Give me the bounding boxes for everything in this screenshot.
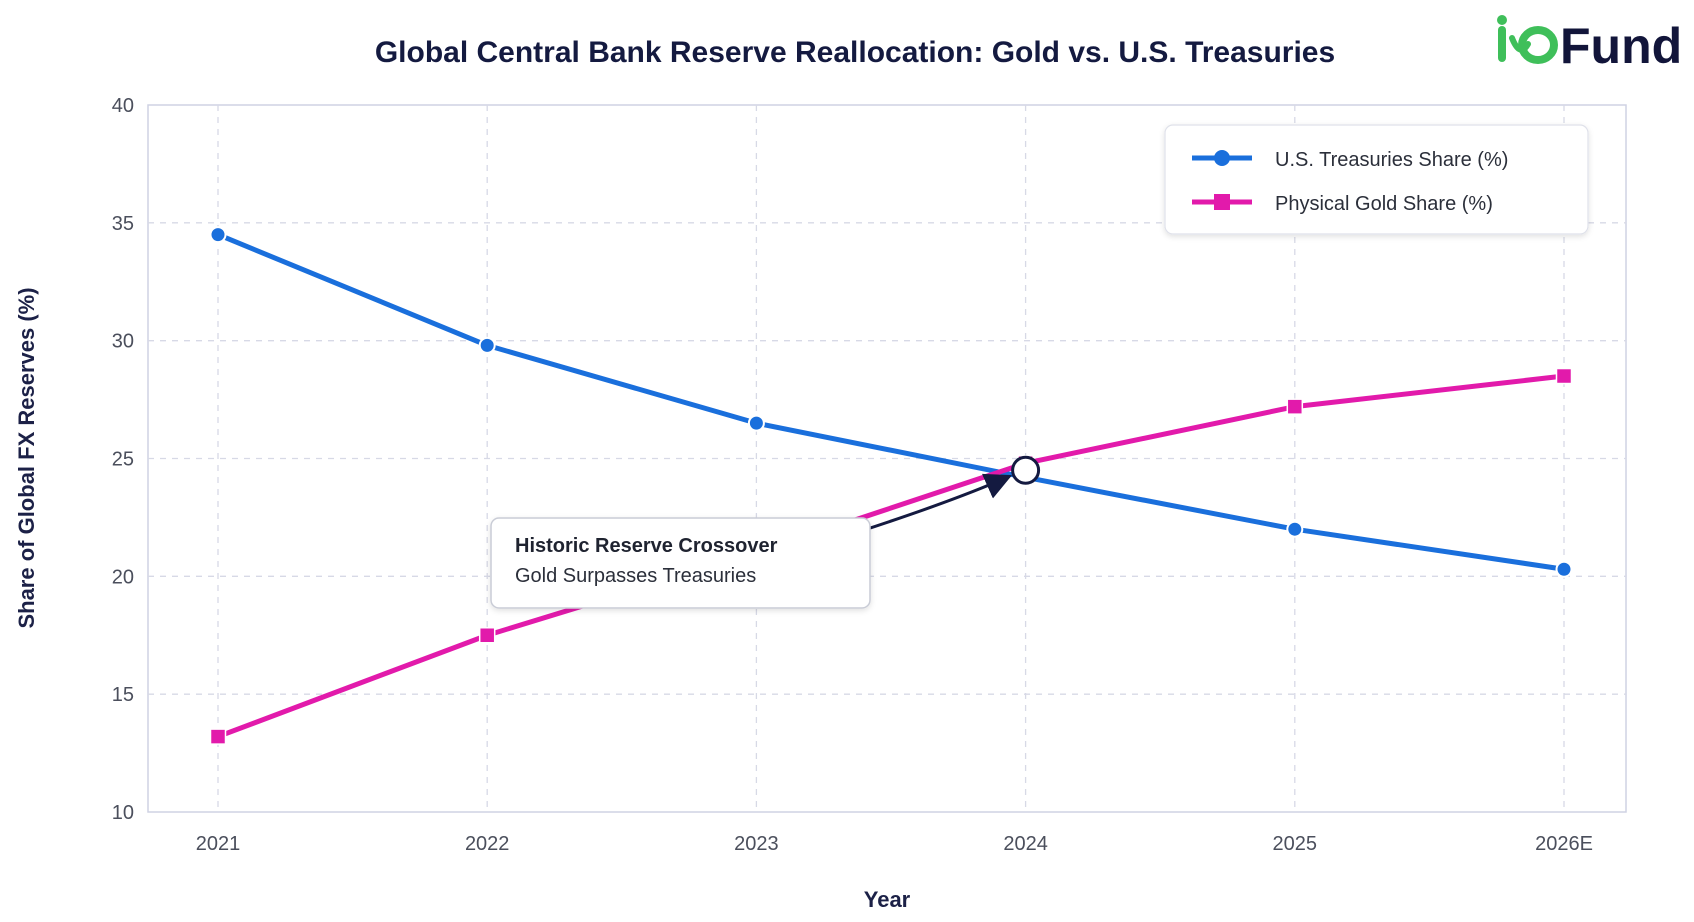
legend-label-gold: Physical Gold Share (%) [1275, 193, 1493, 215]
legend-circle-icon [1214, 150, 1230, 166]
y-tick-label: 40 [112, 95, 134, 117]
y-tick-label: 20 [112, 566, 134, 588]
annotation-title: Historic Reserve Crossover [515, 535, 778, 557]
x-tick-label: 2023 [734, 833, 779, 855]
series-line-treasuries [215, 232, 1567, 572]
y-axis-title: Share of Global FX Reserves (%) [14, 287, 39, 628]
data-point [209, 728, 227, 745]
x-tick-label: 2026E [1535, 833, 1593, 855]
legend-label-treasuries: U.S. Treasuries Share (%) [1275, 149, 1508, 171]
legend-item-gold: Physical Gold Share (%) [1192, 193, 1493, 215]
iofund-logo: Fund [1497, 15, 1682, 74]
x-tick-label: 2024 [1003, 833, 1048, 855]
y-tick-label: 25 [112, 449, 134, 471]
legend-box [1164, 124, 1589, 235]
logo-text: Fund [1560, 18, 1682, 74]
chart-title: Global Central Bank Reserve Reallocation… [375, 36, 1335, 69]
crossover-marker [1011, 455, 1041, 485]
x-axis-ticks: 2021 2022 2023 2024 2025 2026E [196, 833, 1593, 855]
data-point [209, 226, 227, 244]
annotation-box [490, 517, 871, 609]
x-axis-title: Year [864, 887, 911, 912]
legend-square-icon [1214, 194, 1230, 210]
y-tick-label: 35 [112, 213, 134, 235]
data-point [1286, 520, 1304, 538]
annotation-subtitle: Gold Surpasses Treasuries [515, 565, 756, 587]
legend-item-treasuries: U.S. Treasuries Share (%) [1192, 149, 1508, 171]
series-lines [209, 226, 1573, 745]
y-tick-label: 10 [112, 802, 134, 824]
data-point [1555, 560, 1573, 578]
y-axis-ticks: 10 15 20 25 30 35 40 [112, 95, 134, 824]
x-tick-label: 2022 [465, 833, 510, 855]
data-point [478, 336, 496, 354]
annotation-arrow [857, 473, 1013, 534]
series-line-gold [215, 373, 1567, 740]
logo-mark-icon [1497, 15, 1558, 64]
crossover-annotation: Historic Reserve Crossover Gold Surpasse… [490, 455, 1041, 609]
legend: U.S. Treasuries Share (%) Physical Gold … [1164, 124, 1589, 235]
x-tick-label: 2021 [196, 833, 241, 855]
data-point [1555, 367, 1573, 385]
y-tick-label: 15 [112, 684, 134, 706]
x-tick-label: 2025 [1273, 833, 1318, 855]
data-point [1286, 398, 1304, 415]
data-point [747, 414, 765, 432]
data-point [478, 627, 496, 644]
y-tick-label: 30 [112, 331, 134, 353]
